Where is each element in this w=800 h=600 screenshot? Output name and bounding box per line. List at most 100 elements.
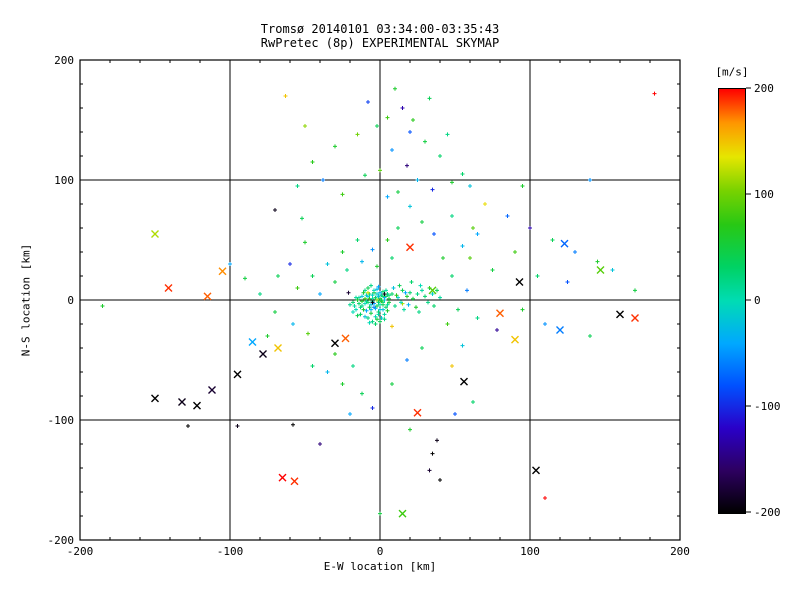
scatter-point-dot xyxy=(411,296,415,301)
scatter-point-dot xyxy=(403,290,408,295)
scatter-point-dot xyxy=(358,312,363,317)
scatter-point-dot xyxy=(366,100,370,104)
scatter-point-dot xyxy=(273,310,277,314)
scatter-point-dot xyxy=(423,139,427,144)
scatter-point-dot xyxy=(382,317,387,322)
scatter-point-dot xyxy=(445,132,450,137)
scatter-point-dot xyxy=(361,307,366,312)
scatter-point-dot xyxy=(360,299,364,304)
scatter-point-dot xyxy=(460,172,465,176)
scatter-point-dot xyxy=(370,293,375,298)
scatter-point-dot xyxy=(535,274,540,278)
scatter-point-x xyxy=(208,386,216,394)
scatter-point-dot xyxy=(396,226,400,230)
scatter-point-dot xyxy=(405,294,409,299)
scatter-point-dot xyxy=(372,288,376,293)
scatter-point-dot xyxy=(340,250,345,254)
scatter-point-dot xyxy=(288,262,292,266)
scatter-point-dot xyxy=(405,358,409,362)
figure-subtitle: RwPretec (8p) EXPERIMENTAL SKYMAP xyxy=(260,36,500,50)
scatter-point-dot xyxy=(513,250,517,254)
scatter-point-dot xyxy=(432,304,436,308)
scatter-point-dot xyxy=(438,154,442,158)
scatter-point-dot xyxy=(396,190,400,194)
scatter-point-dot xyxy=(333,144,337,149)
scatter-point-dot xyxy=(475,232,480,236)
scatter-point-dot xyxy=(483,202,487,206)
scatter-point-dot xyxy=(394,293,399,298)
colorbar-tick-label: -100 xyxy=(754,400,781,413)
scatter-point-dot xyxy=(385,308,390,313)
y-tick-label: 100 xyxy=(54,174,74,187)
scatter-point-dot xyxy=(426,300,430,305)
scatter-point-dot xyxy=(435,438,439,443)
scatter-point-x xyxy=(616,310,624,319)
scatter-point-dot xyxy=(366,316,370,320)
scatter-point-dot xyxy=(310,364,315,368)
scatter-point-dot xyxy=(186,424,190,428)
scatter-point-x xyxy=(511,335,519,344)
colorbar-unit-label: [m/s] xyxy=(715,65,749,79)
scatter-point-dot xyxy=(306,331,310,336)
scatter-point-dot xyxy=(406,302,411,307)
scatter-point-dot xyxy=(520,307,525,312)
scatter-point-dot xyxy=(379,298,384,302)
scatter-point-dot xyxy=(363,301,367,306)
scatter-point-dot xyxy=(390,382,394,386)
scatter-point-dot xyxy=(378,307,382,312)
scatter-point-dot xyxy=(366,290,370,295)
scatter-point-dot xyxy=(303,124,307,128)
x-tick-label: -100 xyxy=(217,545,244,558)
scatter-point-dot xyxy=(420,288,424,293)
scatter-point-dot xyxy=(291,422,295,427)
scatter-point-x xyxy=(151,394,159,403)
scatter-point-dot xyxy=(450,180,454,185)
scatter-point-dot xyxy=(408,204,412,209)
scatter-point-dot xyxy=(399,300,403,305)
scatter-point-dot xyxy=(393,86,397,91)
scatter-point-dot xyxy=(420,346,424,350)
scatter-point-dot xyxy=(468,184,472,188)
scatter-point-dot xyxy=(387,293,391,298)
scatter-point-dot xyxy=(573,250,577,254)
scatter-point-dot xyxy=(438,295,442,300)
scatter-point-dot xyxy=(369,307,373,312)
scatter-point-dot xyxy=(355,132,360,137)
scatter-point-dot xyxy=(340,382,345,386)
scatter-point-dot xyxy=(390,324,394,329)
scatter-point-dot xyxy=(291,322,295,326)
scatter-point-x xyxy=(496,309,504,318)
colorbar-tick-label: -200 xyxy=(754,506,781,519)
scatter-point-dot xyxy=(348,412,352,416)
scatter-point-dot xyxy=(361,290,366,295)
scatter-point-dot xyxy=(423,294,427,299)
y-tick-label: -100 xyxy=(48,414,75,427)
scatter-point-dot xyxy=(418,283,423,288)
scatter-point-dot xyxy=(364,308,369,313)
colorbar-tick-label: 100 xyxy=(754,188,774,201)
scatter-point-dot xyxy=(415,292,420,296)
scatter-point-x xyxy=(515,278,524,286)
scatter-point-dot xyxy=(387,296,391,301)
scatter-point-dot xyxy=(400,288,405,293)
scatter-point-dot xyxy=(318,292,322,296)
scatter-point-x xyxy=(259,350,267,358)
scatter-point-dot xyxy=(333,280,337,284)
scatter-point-dot xyxy=(369,283,373,288)
scatter-point-dot xyxy=(408,130,412,134)
scatter-point-dot xyxy=(385,302,390,307)
scatter-point-dot xyxy=(405,163,409,168)
scatter-point-dot xyxy=(390,148,394,152)
scatter-point-dot xyxy=(100,304,105,308)
scatter-point-dot xyxy=(358,305,363,310)
scatter-point-dot xyxy=(340,192,345,197)
scatter-point-x xyxy=(556,326,564,334)
scatter-point-dot xyxy=(430,451,435,456)
scatter-point-x xyxy=(178,398,186,406)
plot-border xyxy=(79,59,681,541)
scatter-point-dot xyxy=(490,268,495,272)
scatter-point-dot xyxy=(652,91,657,96)
scatter-point-dot xyxy=(258,292,262,296)
scatter-point-dot xyxy=(610,268,615,272)
scatter-point-x xyxy=(532,466,540,475)
